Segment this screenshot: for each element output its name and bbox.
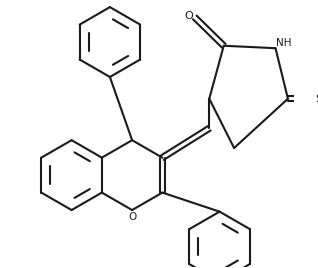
Text: O: O [128,212,136,222]
Text: NH: NH [275,38,291,48]
Text: O: O [184,11,193,21]
Text: S: S [315,94,318,104]
